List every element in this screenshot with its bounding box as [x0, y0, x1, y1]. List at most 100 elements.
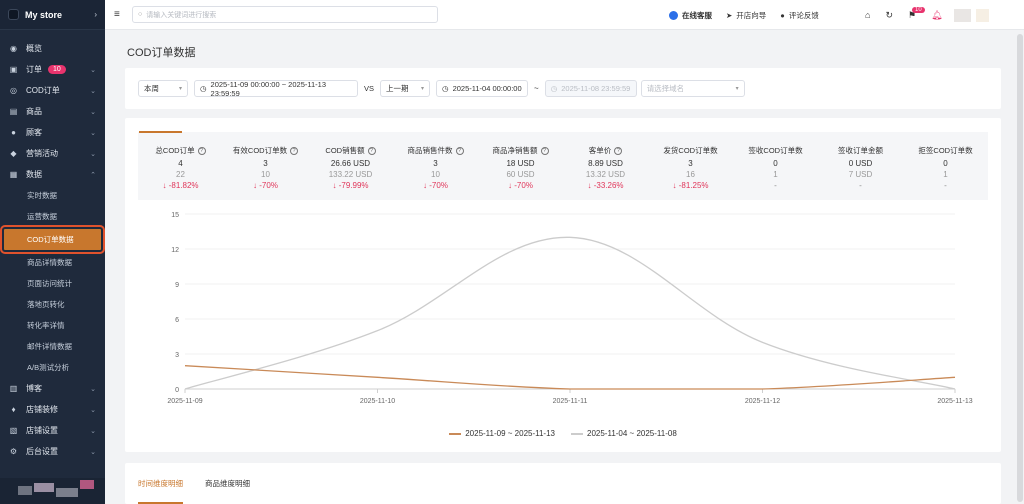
page-scrollbar[interactable] [1016, 30, 1024, 504]
sidebar-item-orders[interactable]: ▣ 订单 10 ⌄ [0, 59, 105, 80]
top-bar: ≡ ○ 请输入关键词进行搜索 在线客服 ➤ 开店向导 ● 评论反馈 ⌂ ↻ ⚑ 10 🔔… [105, 0, 1024, 30]
bell-icon[interactable]: 🔔︎ [931, 9, 943, 20]
stat-current-value: 0 [943, 159, 948, 168]
scrollbar-thumb[interactable] [1017, 34, 1023, 502]
menu-icon[interactable]: ≡ [114, 9, 120, 20]
sidebar-item-data[interactable]: ▦ 数据 ⌃ [0, 164, 105, 185]
tab-time-detail[interactable]: 时间维度明细 [138, 463, 183, 504]
sidebar-sub-landing-conversion[interactable]: 落地页转化 [27, 300, 65, 309]
stat-item[interactable]: COD销售额? 26.66 USD 133.22 USD ↓ -79.99% [308, 132, 393, 200]
avatar[interactable] [975, 8, 989, 22]
online-service-button[interactable]: 在线客服 [669, 10, 712, 21]
stat-previous-value: 16 [686, 170, 695, 179]
legend-item-current[interactable]: 2025-11-09 ~ 2025-11-13 [449, 429, 555, 438]
stat-item[interactable]: 总COD订单? 4 22 ↓ -81.82% [138, 132, 223, 200]
legend-item-previous[interactable]: 2025-11-04 ~ 2025-11-08 [571, 429, 677, 438]
sidebar-item-label: 数据 [26, 170, 42, 179]
current-range-picker[interactable]: ◷ 2025-11-09 00:00:00 ~ 2025-11-13 23:59:… [194, 80, 358, 98]
home-icon[interactable]: ⌂ [865, 10, 871, 20]
refresh-icon[interactable]: ↻ [885, 9, 893, 20]
arrow-down-icon: ↓ [423, 181, 430, 190]
stat-item[interactable]: 有效COD订单数? 3 10 ↓ -70% [223, 132, 308, 200]
compare-start-picker[interactable]: ◷ 2025-11-04 00:00:00 [436, 80, 529, 97]
legend-label: 2025-11-04 ~ 2025-11-08 [587, 429, 677, 438]
sidebar-sub-cod-data[interactable]: COD订单数据 [0, 225, 105, 254]
compare-select[interactable]: 上一期 ▾ [380, 80, 431, 97]
stat-item[interactable]: 客单价? 8.89 USD 13.32 USD ↓ -33.26% [563, 132, 648, 200]
sidebar-item-decoration[interactable]: ♦ 店铺装修 ⌄ [0, 399, 105, 420]
x-tick-label: 2025-11-13 [937, 398, 972, 405]
stat-item[interactable]: 拒签COD订单数 0 1 - [903, 132, 988, 200]
sidebar-sub-page-visits[interactable]: 页面访问统计 [27, 279, 72, 288]
sidebar-item-blog[interactable]: ▥ 博客 ⌄ [0, 378, 105, 399]
search-input[interactable]: ○ 请输入关键词进行搜索 [132, 6, 438, 23]
main-content: COD订单数据 本周 ▾ ◷ 2025-11-09 00:00:00 ~ 2025-… [105, 30, 1024, 504]
sidebar-sub-ab-test[interactable]: A/B测试分析 [27, 363, 70, 372]
help-icon[interactable]: ? [197, 146, 206, 155]
store-logo [8, 9, 19, 20]
sidebar-item-marketing[interactable]: ◆ 营销活动 ⌄ [0, 143, 105, 164]
stat-previous-value: 10 [431, 170, 440, 179]
sidebar-item-admin-settings[interactable]: ⚙ 后台设置 ⌄ [0, 441, 105, 462]
stat-current-value: 3 [688, 159, 693, 168]
stat-current-value: 0 [773, 159, 778, 168]
stat-change-value: -81.25% [678, 181, 709, 190]
feedback-button[interactable]: ● 评论反馈 [780, 10, 819, 21]
sidebar-nav: ◉ 概览 ▣ 订单 10 ⌄ ◎ COD订单 ⌄ ▤ 商品 ⌄ ● 顾客 ⌄ ◆ 营销活动 ⌄ ▦ 数据 ⌃… [0, 30, 105, 462]
stat-item[interactable]: 签收订单金额 0 USD 7 USD - [818, 132, 903, 200]
stat-item[interactable]: 发货COD订单数 3 16 ↓ -81.25% [648, 132, 733, 200]
help-icon[interactable]: ? [367, 146, 376, 155]
stat-title-text: 拒签COD订单数 [918, 146, 973, 155]
compare-end-value: 2025-11-08 23:59:59 [561, 84, 631, 93]
period-select[interactable]: 本周 ▾ [138, 80, 188, 97]
stat-item[interactable]: 商品销售件数? 3 10 ↓ -70% [393, 132, 478, 200]
stat-title-text: 总COD订单 [155, 146, 195, 155]
stat-change-value: - [774, 181, 777, 190]
compare-end-picker: ◷ 2025-11-08 23:59:59 [544, 80, 637, 97]
guide-button[interactable]: ➤ 开店向导 [726, 10, 766, 21]
avatar [18, 486, 32, 495]
stat-item[interactable]: 签收COD订单数 0 1 - [733, 132, 818, 200]
stat-previous-value: 60 USD [506, 170, 535, 179]
stat-current-value: 8.89 USD [588, 159, 623, 168]
chevron-down-icon: ▾ [421, 86, 425, 92]
clock-icon: ◷ [442, 84, 449, 93]
stat-change: - [733, 181, 818, 190]
chevron-down-icon: ⌄ [90, 129, 96, 137]
sidebar-sub-realtime[interactable]: 实时数据 [27, 191, 57, 200]
sidebar-item-cod-orders[interactable]: ◎ COD订单 ⌄ [0, 80, 105, 101]
user-account-area[interactable] [0, 478, 105, 504]
avatar[interactable] [953, 8, 971, 22]
sidebar-sub-email-detail[interactable]: 邮件详情数据 [27, 342, 72, 351]
stat-current-value: 3 [433, 159, 438, 168]
stat-change-value: - [859, 181, 862, 190]
chat-icon: ● [780, 10, 785, 20]
stat-title: 签收COD订单数 [733, 145, 818, 156]
stat-title: 客单价? [563, 145, 648, 156]
search-placeholder: 请输入关键词进行搜索 [146, 11, 217, 19]
sidebar-sub-conversion-detail[interactable]: 转化率详情 [27, 321, 65, 330]
sidebar-item-goods[interactable]: ▤ 商品 ⌄ [0, 101, 105, 122]
domain-select[interactable]: 请选择域名 ▾ [640, 80, 745, 97]
chevron-down-icon: ⌄ [90, 108, 96, 116]
stat-change: ↓ -81.82% [138, 181, 223, 190]
flag-icon[interactable]: ⚑ 10 [908, 6, 925, 21]
help-icon[interactable]: ? [290, 146, 299, 155]
clock-icon: ◷ [200, 84, 207, 93]
help-icon[interactable]: ? [455, 146, 464, 155]
store-switcher[interactable]: My store › [0, 0, 105, 30]
tab-product-detail[interactable]: 商品维度明细 [205, 479, 250, 488]
sidebar-item-store-settings[interactable]: ▧ 店铺设置 ⌄ [0, 420, 105, 441]
avatar [56, 488, 78, 497]
sidebar-sub-operations[interactable]: 运营数据 [27, 212, 57, 221]
sidebar-item-overview[interactable]: ◉ 概览 [0, 38, 105, 59]
compare-start-value: 2025-11-04 00:00:00 [452, 84, 522, 93]
help-icon[interactable]: ? [540, 146, 549, 155]
sidebar-sub-product-detail[interactable]: 商品详情数据 [27, 258, 72, 267]
help-icon[interactable]: ? [614, 146, 623, 155]
y-tick-label: 9 [175, 282, 179, 289]
sidebar-item-customers[interactable]: ● 顾客 ⌄ [0, 122, 105, 143]
sidebar-item-label: 博客 [26, 384, 42, 393]
arrow-down-icon: ↓ [587, 181, 594, 190]
stat-item[interactable]: 商品净销售额? 18 USD 60 USD ↓ -70% [478, 132, 563, 200]
